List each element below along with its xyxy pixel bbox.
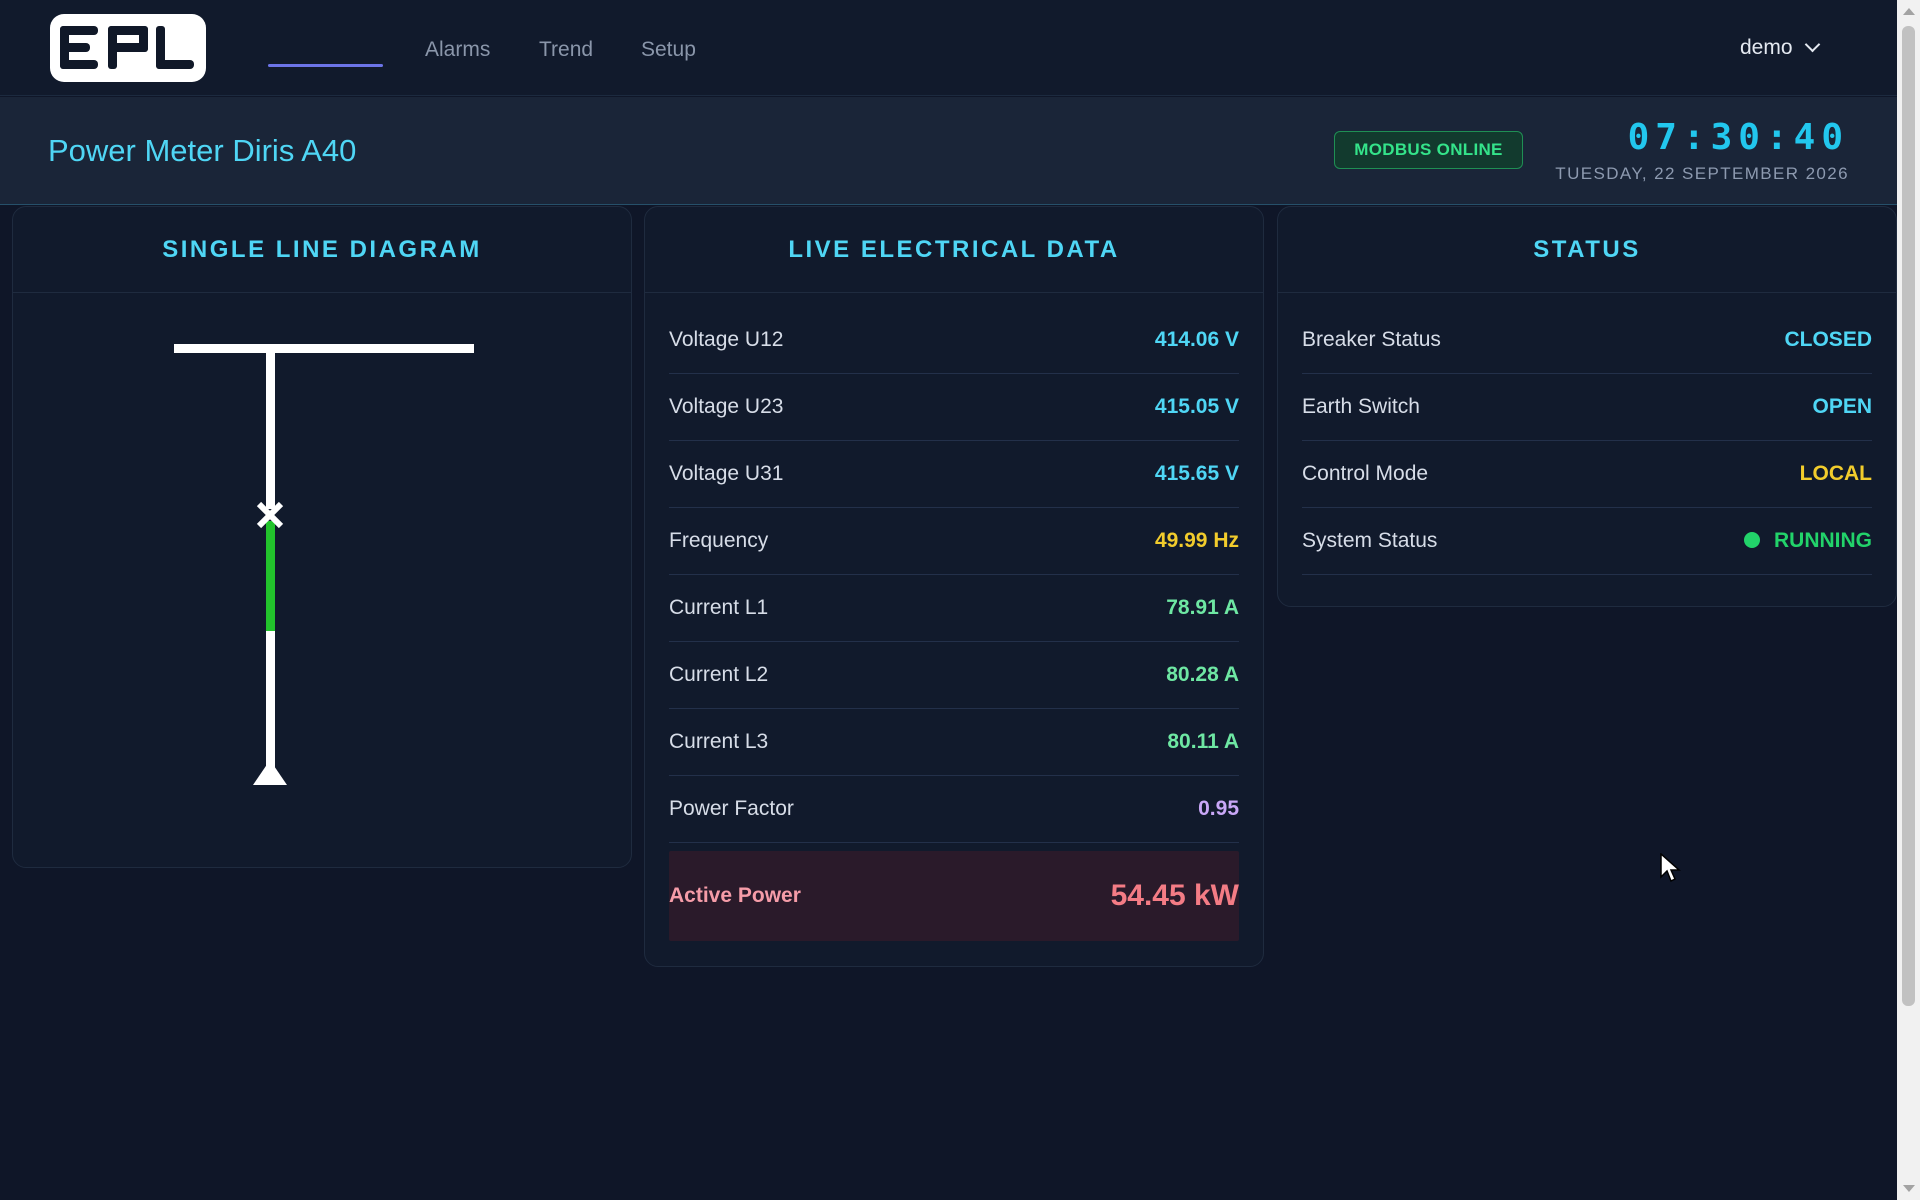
mouse-cursor-icon [1660,853,1681,883]
nav-active-indicator[interactable] [268,64,383,67]
feeder-line-upper [266,349,275,509]
live-data-label: Frequency [669,529,769,552]
status-panel: STATUS Breaker Status CLOSED Earth Switch O… [1277,206,1897,607]
panel-title-status: STATUS [1278,207,1896,293]
status-label: Earth Switch [1302,395,1420,418]
page-scrollbar[interactable] [1897,0,1920,1200]
live-electrical-data-panel: LIVE ELECTRICAL DATA Voltage U12 414.06 V… [644,206,1264,967]
status-value-text: RUNNING [1774,529,1872,552]
nav-link-alarms[interactable]: Alarms [425,38,491,61]
disconnector-x-icon [256,501,284,529]
status-row: System Status RUNNING [1302,508,1872,575]
live-data-value: 414.06 V [1154,328,1239,351]
live-data-row: Voltage U31 415.65 V [669,441,1239,508]
live-data-label: Power Factor [669,797,794,820]
live-data-label: Current L3 [669,730,769,753]
page-title: Power Meter Diris A40 [48,133,357,168]
live-data-label: Voltage U31 [669,462,784,485]
clock: 07:30:40 [1627,117,1849,158]
status-dot-icon [1744,532,1760,548]
live-data-row: Current L1 78.91 A [669,575,1239,642]
live-data-row: Current L2 80.28 A [669,642,1239,709]
live-data-row: Voltage U12 414.06 V [669,307,1239,374]
page-header: Power Meter Diris A40 MODBUS ONLINE 07:3… [0,97,1897,205]
live-data-row: Current L3 80.11 A [669,709,1239,776]
scroll-down-icon[interactable] [1903,1185,1915,1192]
panel-title-diagram: SINGLE LINE DIAGRAM [13,207,631,293]
live-data-label: Current L1 [669,596,769,619]
user-name: demo [1740,36,1793,59]
status-row: Earth Switch OPEN [1302,374,1872,441]
status-label: System Status [1302,529,1438,552]
busbar [174,344,474,353]
live-data-value: 415.65 V [1154,462,1239,485]
status-label: Breaker Status [1302,328,1441,351]
status-label: Control Mode [1302,462,1429,485]
scroll-thumb[interactable] [1902,26,1915,1006]
live-data-value: 415.05 V [1154,395,1239,418]
breaker-closed [266,521,275,631]
active-power-value: 54.45 kW [1110,879,1239,912]
feeder-line-lower [266,631,275,781]
live-data-value: 49.99 Hz [1154,529,1239,552]
live-data-value: 78.91 A [1166,596,1239,619]
load-arrow-icon [253,760,287,785]
user-menu[interactable]: demo [1740,36,1820,60]
active-power-label: Active Power [669,884,801,907]
live-data-label: Voltage U12 [669,328,784,351]
modbus-status-badge: MODBUS ONLINE [1334,131,1523,169]
live-data-row: Frequency 49.99 Hz [669,508,1239,575]
nav-link-setup[interactable]: Setup [641,38,696,61]
live-data-value: 80.11 A [1167,730,1239,753]
chevron-down-icon [1804,36,1820,52]
live-data-label: Voltage U23 [669,395,784,418]
logo-mark [60,26,194,69]
status-value: CLOSED [1784,328,1872,351]
nav-link-trend[interactable]: Trend [539,38,594,61]
epl-logo[interactable] [50,14,206,82]
status-value: RUNNING [1744,529,1872,553]
live-data-row: Voltage U23 415.05 V [669,374,1239,441]
single-line-diagram-panel: SINGLE LINE DIAGRAM [12,206,632,868]
status-value: LOCAL [1799,462,1872,485]
single-line-diagram [174,344,474,785]
live-data-value: 80.28 A [1166,663,1239,686]
live-data-row: Power Factor 0.95 [669,776,1239,843]
date: TUESDAY, 22 SEPTEMBER 2026 [1555,164,1849,183]
status-value: OPEN [1812,395,1872,418]
status-row: Control Mode LOCAL [1302,441,1872,508]
active-power-row: Active Power 54.45 kW [669,851,1239,941]
live-data-label: Current L2 [669,663,769,686]
scroll-up-icon[interactable] [1903,8,1915,15]
status-row: Breaker Status CLOSED [1302,307,1872,374]
top-nav: Alarms Trend Setup demo [0,0,1897,96]
panel-title-live: LIVE ELECTRICAL DATA [645,207,1263,293]
live-data-value: 0.95 [1198,797,1239,820]
